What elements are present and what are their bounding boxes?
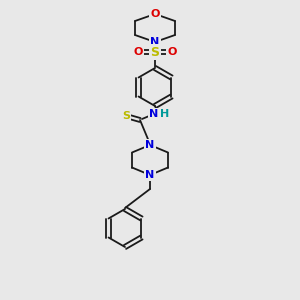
Text: N: N <box>150 37 160 47</box>
Text: S: S <box>122 111 130 121</box>
Text: O: O <box>150 9 160 19</box>
Text: O: O <box>133 47 143 57</box>
Text: N: N <box>146 140 154 150</box>
Text: N: N <box>146 170 154 180</box>
Text: N: N <box>149 109 159 119</box>
Text: S: S <box>151 46 160 59</box>
Text: H: H <box>160 109 169 119</box>
Text: O: O <box>167 47 177 57</box>
